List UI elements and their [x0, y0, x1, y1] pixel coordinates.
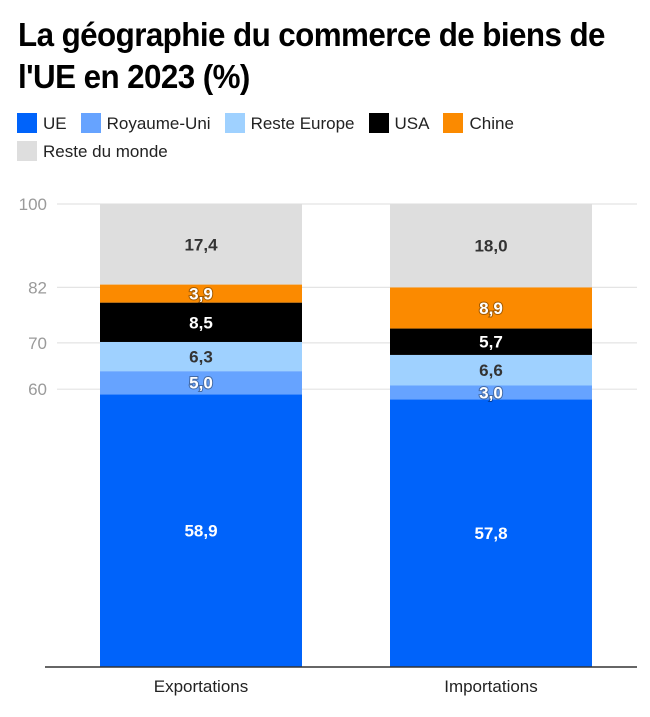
legend-item: Reste Europe [224, 110, 355, 138]
legend-swatch [443, 113, 464, 133]
data-label: 6,3 [189, 348, 213, 367]
data-label: 18,0 [474, 237, 507, 256]
y-tick-label: 100 [19, 195, 47, 214]
x-category-label: Importations [444, 677, 538, 696]
legend-label: UE [43, 114, 67, 133]
bar-segment [390, 204, 592, 288]
bar-segment [100, 341, 302, 372]
x-category-label: Exportations [154, 677, 249, 696]
bar-segment [390, 354, 592, 386]
data-label: 8,9 [479, 299, 503, 318]
data-label: 5,0 [189, 374, 213, 393]
data-label: 3,9 [189, 285, 213, 304]
bar-segment [100, 284, 302, 303]
bar-segment [390, 399, 592, 667]
y-tick-label: 82 [28, 278, 47, 297]
legend-swatch [368, 113, 389, 133]
legend-label: Royaume-Uni [106, 114, 211, 133]
legend-item: UE [17, 110, 67, 138]
legend-label: Reste du monde [43, 142, 168, 161]
data-label: 17,4 [184, 235, 218, 254]
legend-label: USA [394, 114, 430, 133]
bar-segment [100, 371, 302, 395]
data-label: 6,6 [479, 361, 503, 380]
bar-segment [100, 204, 302, 285]
legend: UE Royaume-Uni Reste Europe USA Chine Reste d… [17, 110, 637, 166]
data-label: 3,0 [479, 383, 503, 402]
legend-item: Royaume-Uni [80, 110, 211, 138]
legend-label: Chine [469, 114, 514, 133]
bar-segment [390, 287, 592, 329]
y-tick-label: 70 [28, 334, 47, 353]
bar-segment [390, 328, 592, 355]
legend-swatch [17, 141, 37, 161]
legend-item: Reste du monde [17, 138, 168, 166]
legend-swatch [80, 113, 101, 133]
bar-segment [390, 385, 592, 400]
legend-swatch [224, 113, 245, 133]
bar-segment [100, 302, 302, 342]
y-tick-label: 60 [28, 380, 47, 399]
legend-item: Chine [443, 110, 514, 138]
data-label: 5,7 [479, 333, 503, 352]
data-label: 57,8 [474, 524, 507, 543]
chart-title: La géographie du commerce de biens de l'… [18, 16, 605, 95]
legend-label: Reste Europe [250, 114, 355, 133]
data-label: 58,9 [184, 522, 217, 541]
data-label: 8,5 [189, 313, 213, 332]
legend-item: USA [368, 110, 430, 138]
legend-swatch [17, 113, 37, 133]
bar-segment [100, 394, 302, 667]
